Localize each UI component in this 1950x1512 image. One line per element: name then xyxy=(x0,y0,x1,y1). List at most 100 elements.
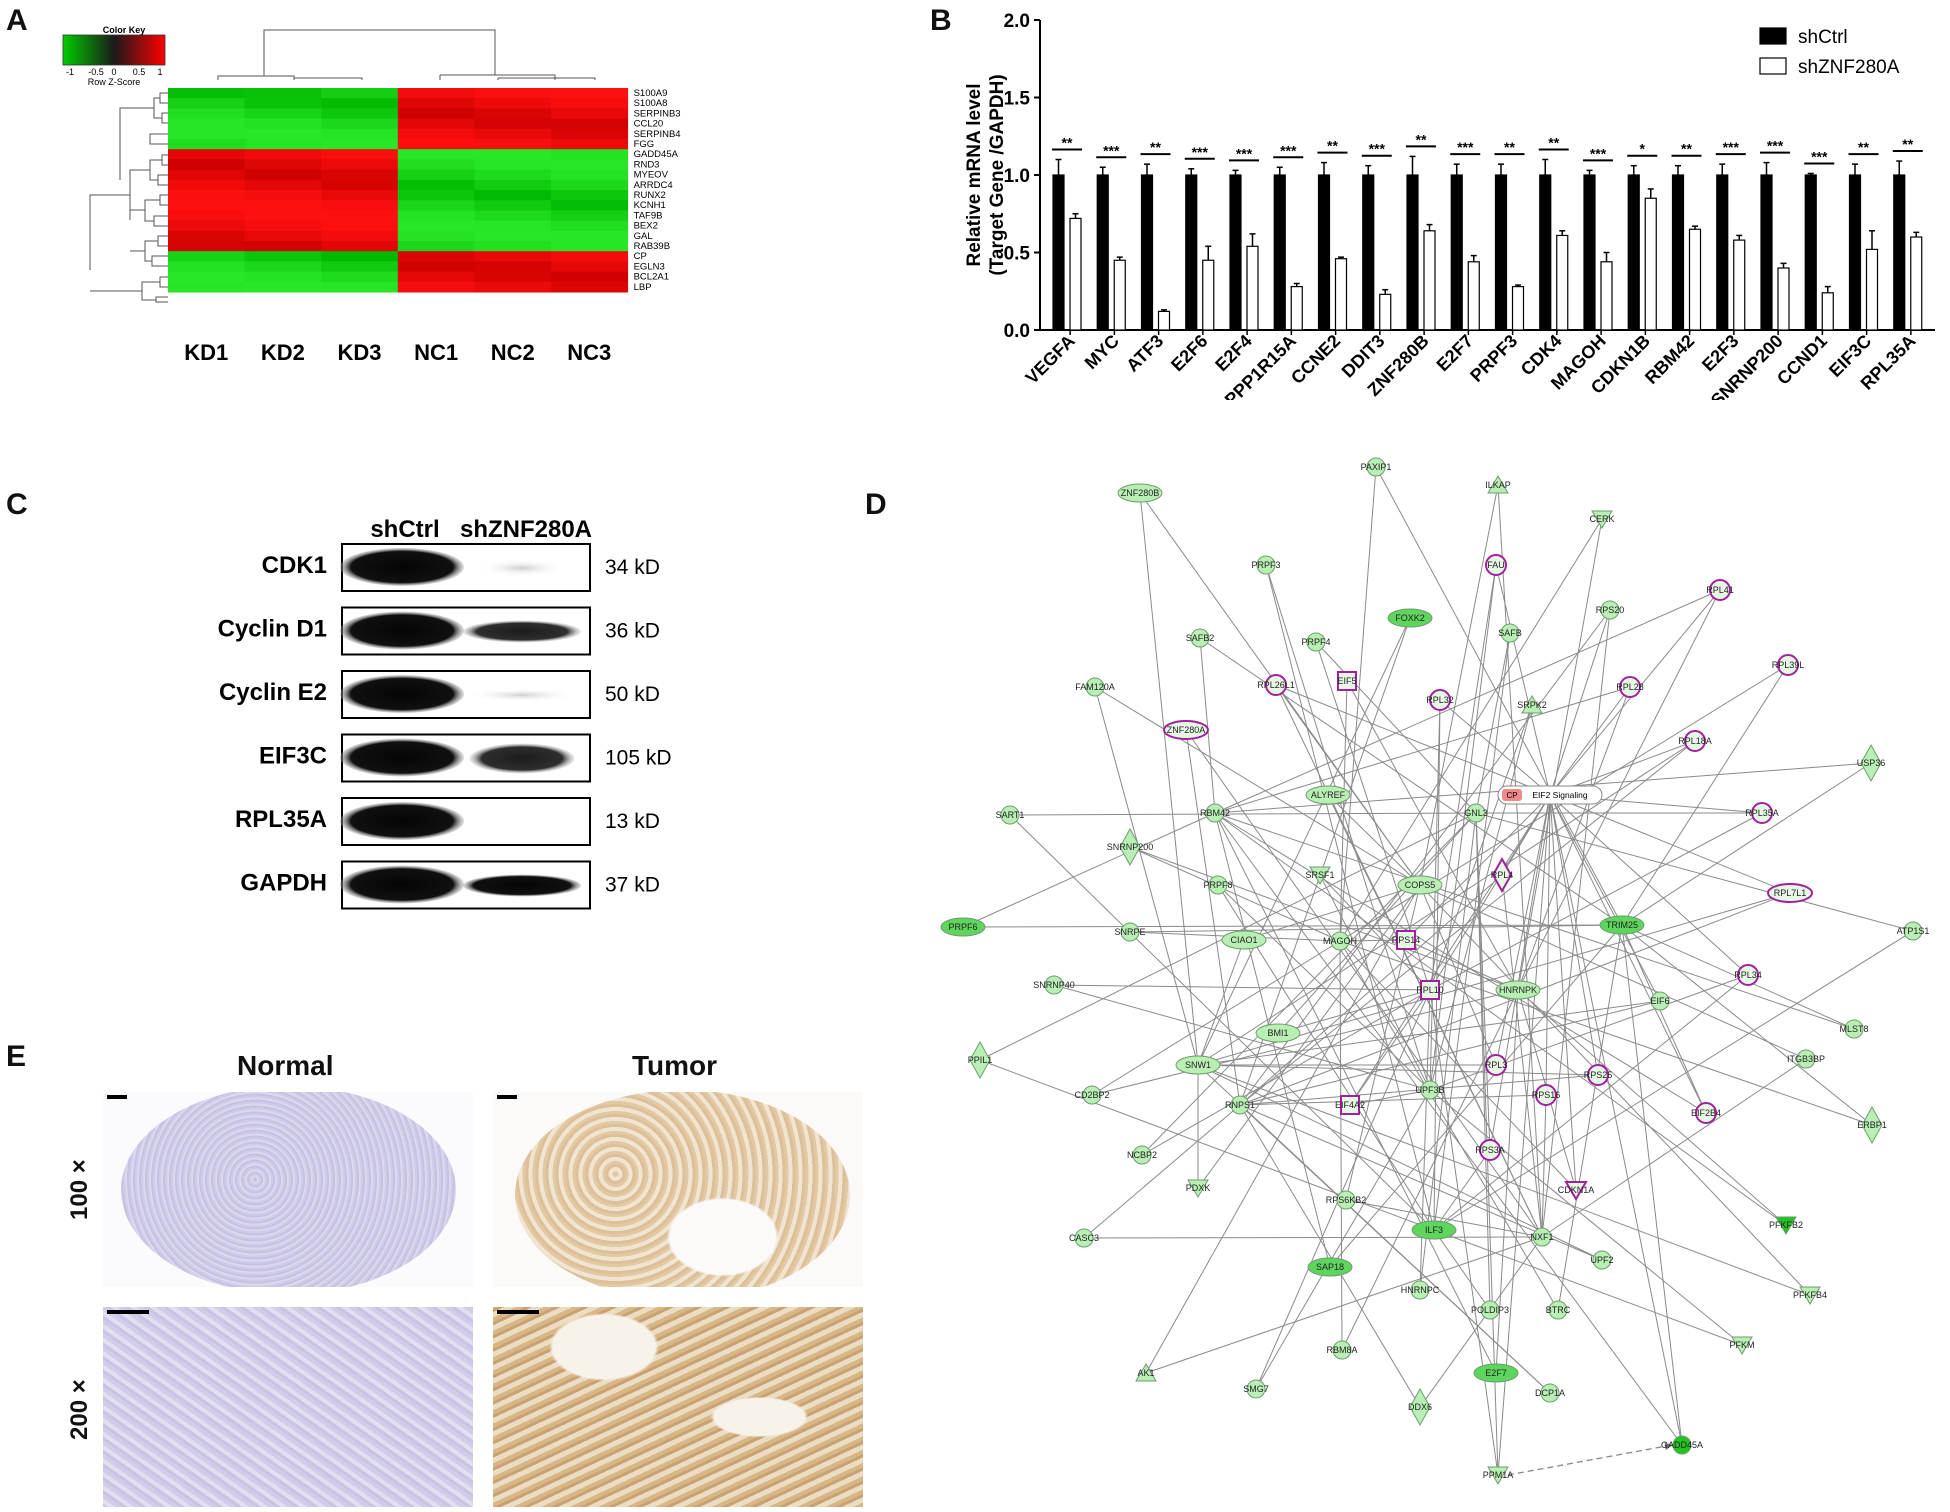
blot-protein-label: EIF3C xyxy=(259,743,327,770)
y-tick-label: 1.5 xyxy=(1004,89,1031,110)
bar-shznf280a xyxy=(1113,259,1126,331)
network-node-label: SAP18 xyxy=(1316,1262,1344,1272)
network-node: GNL3 xyxy=(1464,803,1488,823)
network-node: TRIM25 xyxy=(1599,915,1645,935)
y-axis-label: Relative mRNA level (Target Gene /GAPDH) xyxy=(964,74,1008,275)
network-edge xyxy=(1129,846,1341,942)
heatmap-cell xyxy=(474,88,552,99)
network-node-label: RBM42 xyxy=(1200,808,1230,818)
network-node-label: RPL3 xyxy=(1485,1060,1508,1070)
category-label: RBM42 xyxy=(1641,331,1698,388)
network-node: GADD45A xyxy=(1661,1435,1703,1455)
network-node-label: NCBP2 xyxy=(1127,1150,1157,1160)
bar-shctrl xyxy=(1362,174,1375,331)
network-node: RNPS1 xyxy=(1225,1095,1255,1115)
heatmap-cell xyxy=(321,230,399,242)
network-node: RBM42 xyxy=(1200,803,1230,823)
bar-shznf280a xyxy=(1644,197,1657,331)
network-edge xyxy=(1501,874,1543,1238)
heatmap-cell xyxy=(168,128,246,140)
significance-label: *** xyxy=(1236,145,1253,161)
network-node: PRPF6 xyxy=(940,917,986,937)
network-node-label: E2F7 xyxy=(1485,1368,1507,1378)
network-node-label: CERK xyxy=(1589,514,1614,524)
network-node: FAM120A xyxy=(1075,677,1115,697)
network-node: RPL10 xyxy=(1416,980,1444,1000)
heatmap-cell xyxy=(168,271,246,283)
heatmap-cell xyxy=(168,261,246,273)
heatmap-cell xyxy=(321,251,399,262)
heatmap-figure: Color Key -1 -0.5 0 0.5 1 Row Z-Score S1… xyxy=(62,25,681,365)
network-node-label: ZNF280A xyxy=(1167,725,1206,735)
category-label: ATF3 xyxy=(1122,331,1167,376)
network-node-label: PRPF6 xyxy=(948,922,977,932)
network-edge xyxy=(1429,989,1499,1476)
row-dendrogram xyxy=(89,92,168,303)
heatmap-cell xyxy=(397,241,475,252)
network-edge xyxy=(1239,1000,1661,1106)
network-node-label: RPL35A xyxy=(1745,808,1779,818)
heatmap-cell xyxy=(551,271,629,283)
bar-shctrl xyxy=(1052,174,1065,331)
significance-label: * xyxy=(1640,141,1646,157)
heatmap-cell xyxy=(551,230,629,242)
network-node-label: RNPS1 xyxy=(1225,1100,1255,1110)
network-node-label: RPS16 xyxy=(1532,1090,1561,1100)
network-edge xyxy=(1433,1229,1491,1311)
heatmap-cell xyxy=(168,169,246,181)
network-node: RPL39L xyxy=(1772,654,1804,676)
bar-shctrl xyxy=(1716,174,1729,331)
gene-label: GADD45A xyxy=(634,149,679,160)
network-node: SRPK2 xyxy=(1517,695,1547,714)
gene-label: SERPINB3 xyxy=(634,108,681,119)
category-label: MYC xyxy=(1081,331,1123,373)
legend-swatch xyxy=(1759,27,1787,45)
network-edge xyxy=(1315,641,1477,814)
network-edge xyxy=(1429,812,1763,991)
network-node: CD2BP2 xyxy=(1074,1085,1110,1105)
network-node-label: ZNF280B xyxy=(1121,488,1160,498)
heatmap-cell xyxy=(474,179,552,191)
network-node-label: PFKFB4 xyxy=(1793,1290,1827,1300)
gene-label: BCL2A1 xyxy=(634,272,669,283)
network-edge xyxy=(1214,812,1855,1031)
network-node: RPL32 xyxy=(1426,689,1454,711)
blot-size-label: 37 kD xyxy=(605,874,660,897)
network-edge xyxy=(1549,794,1683,1446)
network-node: BMI1 xyxy=(1255,1023,1301,1043)
network-edge xyxy=(1083,1236,1543,1239)
heatmap-cell xyxy=(168,220,246,232)
ihc-tumor-100x xyxy=(493,1092,863,1287)
pathway-node-eif2-signaling: CP EIF2 Signaling xyxy=(1497,785,1603,805)
tissue-core xyxy=(515,1092,850,1287)
dendro-branch xyxy=(119,92,168,180)
heatmap-cell xyxy=(551,220,629,232)
bar-shznf280a xyxy=(1467,261,1480,331)
network-node-label: HNRNPC xyxy=(1401,1285,1440,1295)
heatmap-cell xyxy=(244,210,322,222)
bar-shznf280a xyxy=(1688,228,1702,331)
heatmap-column-label: NC3 xyxy=(567,340,611,365)
color-key-tick: -1 xyxy=(66,67,74,77)
network-edges xyxy=(962,466,1914,1476)
bar-shznf280a xyxy=(1511,286,1525,331)
color-key: Color Key -1 -0.5 0 0.5 1 Row Z-Score xyxy=(62,25,166,87)
gene-label: EGLN3 xyxy=(634,261,665,272)
network-node: DDX6 xyxy=(1408,1387,1432,1427)
bar-shznf280a xyxy=(1777,267,1790,331)
heatmap-cells xyxy=(168,88,629,293)
heatmap-cell xyxy=(321,149,399,160)
heatmap-cell xyxy=(551,261,629,273)
color-key-tick: 1 xyxy=(157,67,162,77)
network-node: EIF5 xyxy=(1337,671,1357,691)
network-edge xyxy=(1327,794,1421,886)
network-edge xyxy=(1555,924,1623,1311)
scale-bar xyxy=(497,1095,517,1099)
network-edge xyxy=(1493,989,1519,1374)
heatmap-cell xyxy=(168,149,246,160)
network-node-label: SAFB2 xyxy=(1186,633,1215,643)
network-node-label: PDXK xyxy=(1186,1183,1211,1193)
bar-shznf280a xyxy=(1865,248,1879,331)
blot-band-shctrl xyxy=(340,738,464,777)
network-edge xyxy=(1239,609,1611,1106)
